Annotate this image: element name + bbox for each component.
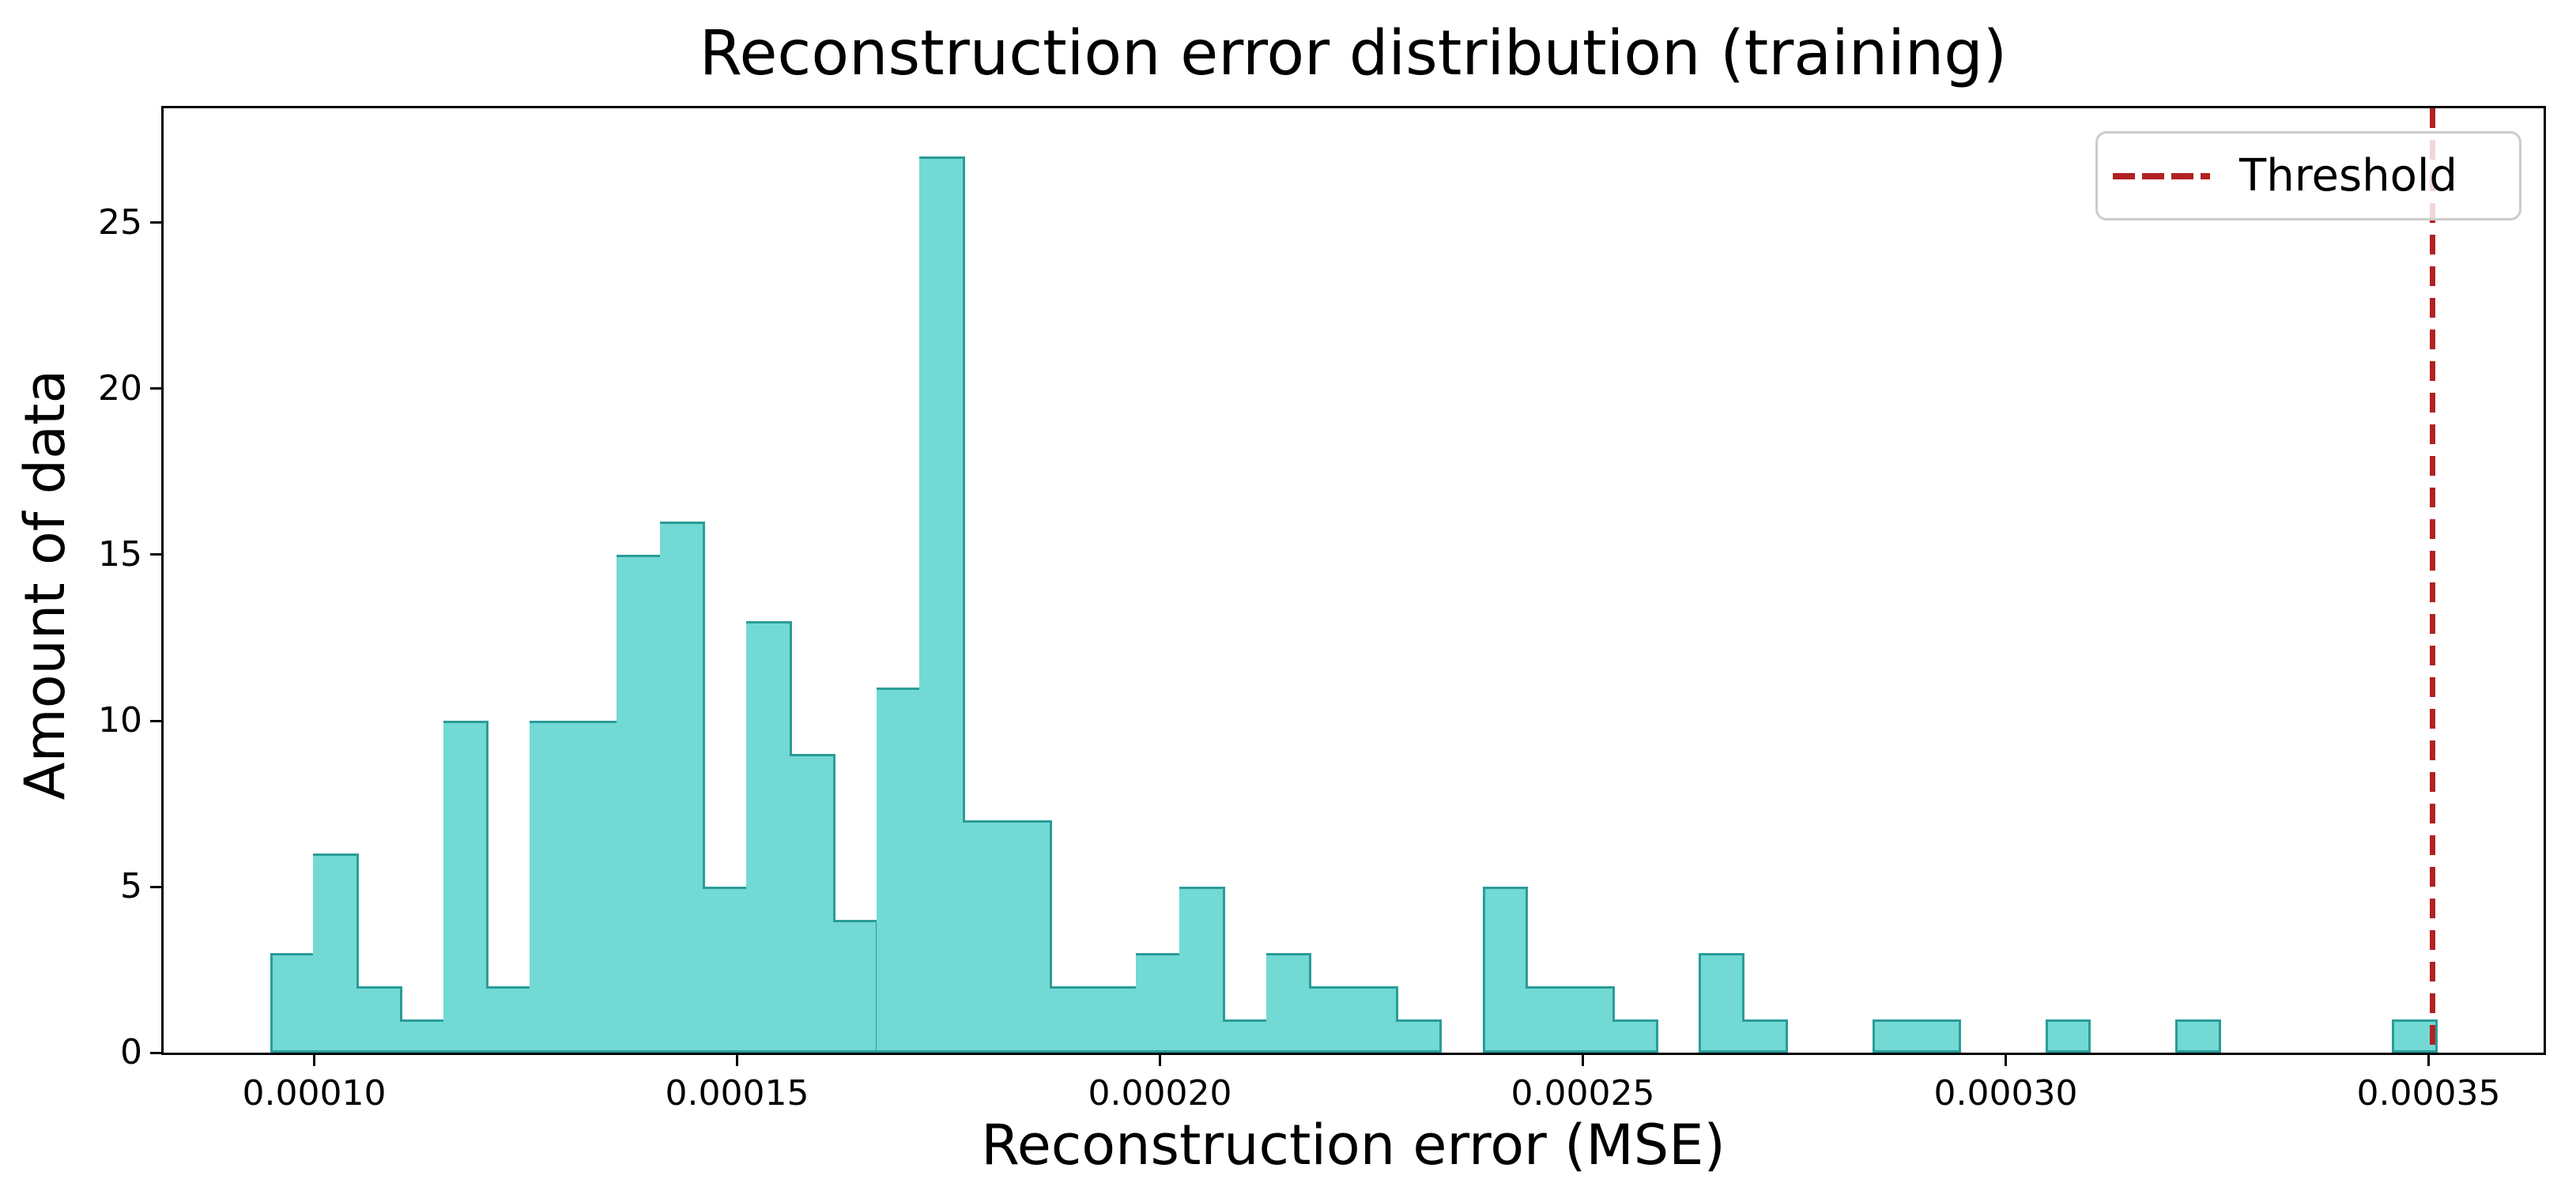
x-tick-label: 0.00030: [1933, 1073, 2078, 1113]
x-tick-mark: [1582, 1055, 1584, 1066]
histogram-bar: [1526, 986, 1571, 1053]
histogram-bar: [1699, 953, 1745, 1053]
histogram-bar: [573, 721, 619, 1053]
chart-title: Reconstruction error distribution (train…: [699, 18, 2008, 89]
x-tick-label: 0.00025: [1511, 1073, 1655, 1113]
histogram-bar: [832, 920, 879, 1053]
x-tick-mark: [2005, 1055, 2007, 1066]
histogram-bar: [1915, 1019, 1962, 1053]
histogram-bar: [876, 688, 922, 1053]
histogram-bar: [919, 156, 966, 1053]
x-tick-mark: [313, 1055, 315, 1066]
dashed-line-icon: [2113, 172, 2210, 179]
x-tick-label: 0.00020: [1088, 1073, 1232, 1113]
x-axis-label: Reconstruction error (MSE): [981, 1113, 1726, 1178]
legend: Threshold: [2095, 131, 2521, 220]
x-tick-label: 0.00035: [2356, 1073, 2501, 1113]
histogram-bar: [659, 521, 706, 1053]
x-tick-mark: [2427, 1055, 2430, 1066]
histogram-bar: [1309, 986, 1356, 1053]
histogram-bar: [1395, 1019, 1442, 1053]
histogram-bar: [1482, 887, 1529, 1053]
histogram-bar: [1352, 986, 1398, 1053]
x-tick-label: 0.00015: [665, 1073, 809, 1113]
y-tick-label: 0: [120, 1032, 142, 1072]
x-tick-mark: [736, 1055, 738, 1066]
y-tick-label: 10: [98, 700, 142, 740]
histogram-bar: [356, 986, 402, 1053]
histogram-bar: [2175, 1019, 2221, 1053]
y-tick-mark: [150, 1051, 161, 1054]
histogram-bar: [2045, 1019, 2091, 1053]
histogram-bar: [1265, 953, 1312, 1053]
x-tick-mark: [1159, 1055, 1161, 1066]
histogram-bar: [1569, 986, 1615, 1053]
y-tick-mark: [150, 221, 161, 224]
histogram-bar: [1092, 986, 1139, 1053]
legend-label: Threshold: [2239, 150, 2457, 202]
histogram-bar: [443, 721, 489, 1053]
y-tick-label: 25: [98, 202, 142, 243]
histogram-bar: [746, 621, 792, 1053]
histogram-bar: [963, 820, 1009, 1053]
histogram-bar: [270, 953, 316, 1053]
histogram-bar: [616, 554, 662, 1053]
histogram-bar: [1222, 1019, 1269, 1053]
histogram-bar: [486, 986, 533, 1053]
y-tick-mark: [150, 553, 161, 556]
y-tick-mark: [150, 387, 161, 390]
histogram-bar: [530, 721, 575, 1053]
histogram-bar: [399, 1019, 446, 1053]
plot-area: Threshold: [161, 106, 2546, 1055]
y-tick-label: 5: [120, 866, 142, 906]
histogram-bar: [1136, 953, 1182, 1053]
y-tick-label: 20: [98, 367, 142, 409]
histogram-bar: [1612, 1019, 1658, 1053]
histogram-bar: [1742, 1019, 1788, 1053]
threshold-line: [2430, 108, 2436, 1053]
histogram-bar: [789, 754, 835, 1053]
x-tick-label: 0.00010: [242, 1073, 387, 1113]
histogram-bar: [1179, 887, 1225, 1053]
histogram-bar: [1005, 820, 1052, 1053]
histogram-bar: [1049, 986, 1096, 1053]
histogram-bar: [703, 887, 749, 1053]
histogram-bar: [313, 853, 360, 1053]
y-tick-mark: [150, 719, 161, 722]
histogram-bar: [2391, 1019, 2438, 1053]
histogram-bar: [1872, 1019, 1918, 1053]
y-tick-mark: [150, 885, 161, 888]
y-tick-label: 15: [98, 533, 142, 575]
